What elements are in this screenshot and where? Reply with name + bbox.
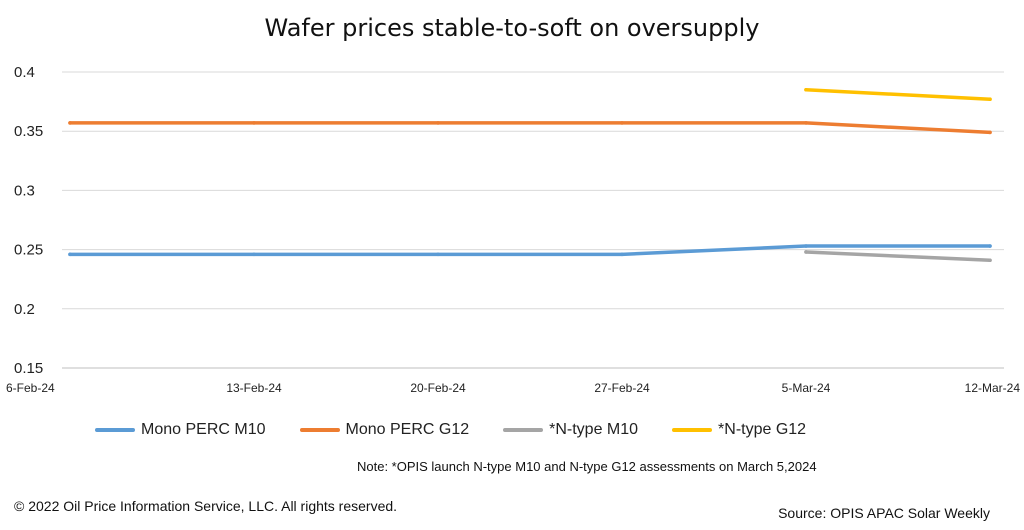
axes: 0.4 0.35 0.3 0.25 0.2 0.15 6-Feb-24 13-Feb-24 20… — [6, 64, 1020, 395]
data-point — [988, 258, 992, 263]
series-line — [68, 121, 992, 135]
legend-label: *N-type M10 — [549, 421, 639, 438]
legend-swatch — [503, 428, 544, 432]
copyright-notice: © 2022 Oil Price Information Service, LL… — [14, 498, 398, 514]
data-point — [804, 250, 808, 254]
legend-item: *N-type M10 — [503, 421, 638, 439]
data-point — [436, 252, 440, 257]
x-tick-label: 12-Mar-24 — [965, 381, 1021, 395]
y-tick-label: 0.2 — [14, 301, 35, 318]
series-line — [804, 250, 992, 263]
legend: Mono PERC M10 Mono PERC G12 *N-type M10 *N-… — [95, 421, 840, 439]
x-tick-label: 6-Feb-24 — [6, 381, 55, 395]
x-tick-label: 13-Feb-24 — [226, 381, 282, 395]
data-point — [988, 97, 992, 102]
y-tick-label: 0.3 — [14, 182, 35, 199]
data-point — [988, 244, 992, 248]
y-tick-label: 0.25 — [14, 242, 43, 259]
data-point — [68, 121, 72, 125]
legend-swatch — [299, 428, 340, 432]
series-line — [804, 88, 992, 101]
data-point — [620, 121, 624, 125]
legend-label: *N-type G12 — [718, 421, 807, 438]
grid-lines — [62, 71, 1004, 310]
legend-label: Mono PERC M10 — [141, 421, 266, 438]
data-point — [988, 130, 992, 135]
legend-item: *N-type G12 — [672, 421, 806, 439]
chart-note: Note: *OPIS launch N-type M10 and N-type… — [357, 459, 817, 474]
series-line — [68, 244, 992, 257]
source-credit: Source: OPIS APAC Solar Weekly — [778, 505, 990, 521]
data-point — [436, 121, 440, 125]
line-chart: 0.4 0.35 0.3 0.25 0.2 0.15 6-Feb-24 13-Feb-24 20… — [6, 64, 1020, 395]
chart-title: Wafer prices stable-to-soft on oversuppl… — [264, 14, 760, 42]
data-point — [68, 252, 72, 257]
data-point — [252, 121, 256, 125]
x-tick-label: 27-Feb-24 — [594, 381, 650, 395]
legend-item: Mono PERC M10 — [95, 421, 266, 439]
data-point — [620, 252, 624, 257]
legend-label: Mono PERC G12 — [345, 421, 470, 438]
y-tick-label: 0.15 — [14, 360, 43, 377]
series-lines — [68, 87, 992, 263]
x-tick-label: 5-Mar-24 — [782, 381, 831, 395]
data-point — [804, 244, 808, 248]
y-tick-label: 0.4 — [14, 64, 35, 81]
data-point — [252, 252, 256, 257]
data-point — [804, 87, 808, 92]
data-point — [804, 121, 808, 125]
legend-swatch — [95, 428, 135, 432]
y-tick-label: 0.35 — [14, 123, 43, 140]
legend-swatch — [672, 428, 713, 432]
x-tick-label: 20-Feb-24 — [410, 381, 466, 395]
legend-item: Mono PERC G12 — [299, 421, 470, 439]
